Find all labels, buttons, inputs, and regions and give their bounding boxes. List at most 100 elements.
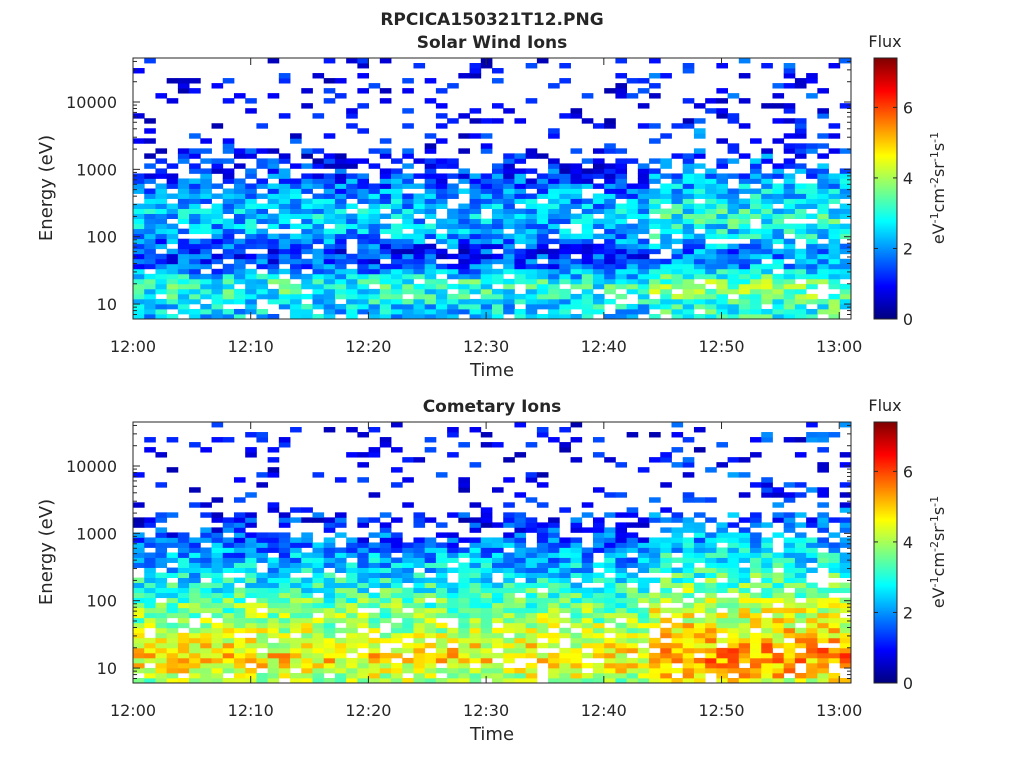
heatmap-cell: [245, 168, 257, 174]
heatmap-cell: [245, 188, 257, 194]
heatmap-cell: [536, 263, 549, 270]
heatmap-cell: [682, 208, 695, 214]
heatmap-cell: [772, 512, 785, 518]
heatmap-cell: [727, 607, 740, 614]
heatmap-cell: [626, 263, 639, 270]
heatmap-cell: [570, 622, 583, 629]
heatmap-cell: [357, 462, 369, 468]
heatmap-cell: [794, 577, 807, 584]
heatmap-cell: [817, 178, 829, 184]
heatmap-cell: [806, 602, 818, 609]
heatmap-cell: [290, 547, 302, 553]
heatmap-cell: [245, 253, 257, 260]
heatmap-cell: [671, 208, 684, 214]
heatmap-cell: [738, 73, 751, 79]
heatmap-cell: [312, 667, 325, 674]
heatmap-cell: [559, 238, 571, 245]
heatmap-cell: [155, 268, 168, 275]
heatmap-cell: [469, 278, 482, 285]
heatmap-cell: [312, 178, 325, 184]
heatmap-cell: [783, 298, 796, 305]
heatmap-cell: [177, 258, 190, 265]
heatmap-cell: [592, 637, 605, 644]
heatmap-cell: [189, 592, 201, 599]
panel-title: Solar Wind Ions: [417, 33, 568, 53]
heatmap-cell: [750, 542, 762, 548]
heatmap-cell: [570, 662, 583, 669]
heatmap-cell: [200, 228, 212, 235]
heatmap-cell: [503, 158, 515, 164]
heatmap-cell: [581, 253, 594, 260]
heatmap-cell: [211, 552, 224, 558]
heatmap-cell: [256, 258, 269, 265]
heatmap-cell: [772, 657, 785, 664]
heatmap-cell: [794, 268, 807, 275]
heatmap-cell: [334, 238, 347, 245]
heatmap-cell: [256, 253, 269, 260]
heatmap-cell: [581, 557, 594, 563]
heatmap-cell: [222, 537, 235, 543]
heatmap-cell: [323, 527, 336, 533]
heatmap-cell: [368, 492, 381, 498]
heatmap-cell: [660, 303, 672, 310]
heatmap-cell: [222, 263, 235, 270]
heatmap-cell: [750, 622, 762, 629]
heatmap-cell: [312, 577, 325, 584]
heatmap-cell: [312, 298, 325, 305]
heatmap-cell: [716, 273, 728, 280]
heatmap-cell: [626, 667, 639, 674]
heatmap-cell: [716, 213, 728, 220]
heatmap-cell: [783, 547, 796, 553]
heatmap-cell: [738, 183, 751, 189]
heatmap-cell: [133, 303, 145, 310]
heatmap-cell: [525, 213, 538, 220]
heatmap-cell: [435, 308, 448, 315]
heatmap-cell: [592, 183, 605, 189]
heatmap-cell: [469, 632, 482, 639]
heatmap-cell: [548, 527, 560, 533]
heatmap-cell: [559, 562, 571, 568]
heatmap-cell: [806, 522, 818, 528]
heatmap-cell: [357, 263, 369, 270]
heatmap-cell: [278, 288, 291, 295]
heatmap-cell: [391, 572, 403, 578]
heatmap-cell: [839, 482, 852, 488]
heatmap-cell: [211, 652, 224, 659]
heatmap-cell: [177, 597, 190, 604]
heatmap-cell: [637, 597, 650, 604]
heatmap-cell: [581, 268, 594, 275]
heatmap-cell: [772, 672, 785, 679]
heatmap-cell: [424, 622, 437, 629]
heatmap-cell: [581, 602, 594, 609]
heatmap-cell: [581, 607, 594, 614]
heatmap-cell: [413, 627, 426, 634]
heatmap-cell: [615, 632, 628, 639]
heatmap-cell: [693, 103, 706, 109]
heatmap-cell: [166, 632, 179, 639]
heatmap-cell: [189, 572, 201, 578]
colorbar-tick-label: 0: [903, 310, 913, 329]
heatmap-cell: [615, 233, 628, 240]
heatmap-cell: [828, 228, 841, 235]
heatmap-cell: [693, 133, 706, 139]
heatmap-cell: [738, 273, 751, 280]
heatmap-cell: [750, 198, 762, 204]
heatmap-cell: [671, 517, 684, 523]
heatmap-cell: [402, 577, 414, 584]
heatmap-cell: [693, 193, 706, 199]
heatmap-cell: [772, 198, 785, 204]
heatmap-cell: [424, 143, 437, 149]
heatmap-cell: [368, 238, 381, 245]
heatmap-cell: [817, 607, 829, 614]
heatmap-cell: [222, 647, 235, 654]
heatmap-cell: [525, 617, 538, 624]
heatmap-cell: [716, 278, 728, 285]
heatmap-cell: [581, 592, 594, 599]
heatmap-cell: [290, 178, 302, 184]
heatmap-cell: [368, 198, 381, 204]
heatmap-cell: [144, 278, 156, 285]
heatmap-cell: [604, 253, 616, 260]
heatmap-cell: [525, 273, 538, 280]
heatmap-cell: [435, 248, 448, 255]
heatmap-cell: [458, 148, 470, 154]
